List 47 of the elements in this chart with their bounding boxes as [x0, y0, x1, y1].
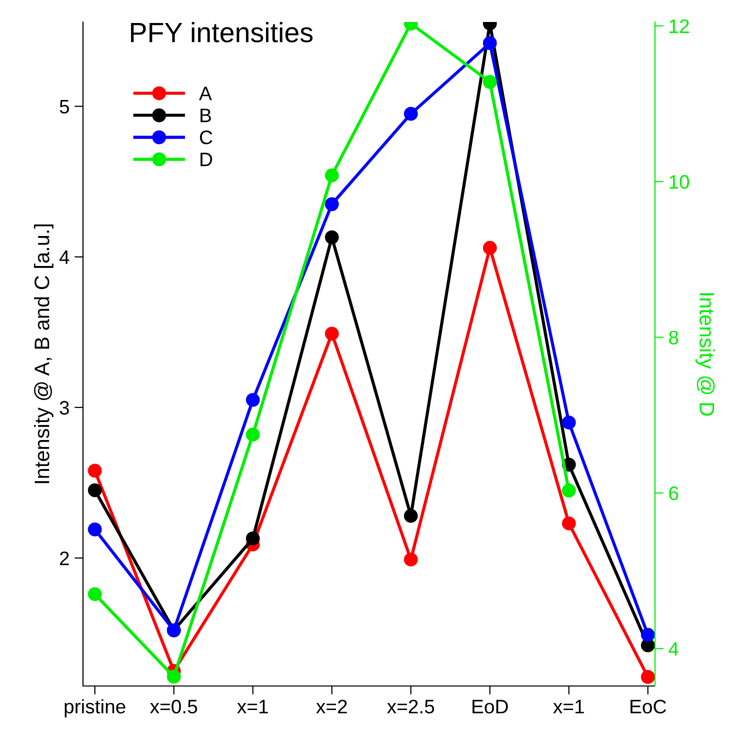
point — [482, 36, 497, 50]
x-tick-label: pristine — [64, 699, 126, 718]
point — [88, 587, 102, 602]
point — [482, 74, 497, 89]
y2-tick-label: 10 — [670, 175, 690, 189]
point — [324, 168, 339, 182]
y2-tick-label: 12 — [670, 19, 689, 33]
y-axis-title: Intensity @ A, B and C [a.u.] — [34, 224, 54, 484]
point — [324, 197, 339, 212]
y2-tick-label: 8 — [669, 330, 678, 344]
y2-axis-title: Intensity @ D — [695, 293, 715, 416]
legend-label: B — [200, 108, 211, 122]
point — [88, 483, 102, 498]
x-tick-label: x=2 — [316, 700, 347, 714]
point — [482, 240, 497, 255]
y2-tick-label: 4 — [668, 642, 678, 656]
point — [562, 416, 576, 430]
x-tick-label: x=1 — [237, 700, 268, 714]
chart-title: PFY intensities — [131, 22, 313, 42]
point — [404, 508, 418, 523]
x-tick-label: EoD — [472, 700, 508, 714]
point — [640, 628, 655, 642]
point — [324, 326, 339, 341]
point — [246, 428, 260, 442]
y-tick-label: 5 — [60, 100, 69, 114]
point — [404, 552, 418, 566]
y-tick-label: 3 — [60, 400, 69, 415]
y-tick-label: 4 — [59, 250, 70, 264]
point — [562, 516, 576, 530]
point — [562, 484, 576, 498]
point — [246, 392, 260, 407]
y2-tick-label: 6 — [669, 486, 678, 500]
point — [88, 464, 102, 478]
x-tick-label: x=1 — [553, 700, 584, 714]
legend-label: C — [200, 130, 212, 144]
point — [640, 670, 655, 684]
point — [166, 670, 181, 684]
point — [246, 532, 260, 546]
x-tick-label: x=2.5 — [387, 700, 434, 714]
point — [404, 106, 418, 121]
y-tick-label: 2 — [60, 551, 69, 566]
x-tick-label: x=0.5 — [150, 700, 198, 714]
point — [88, 522, 102, 536]
point — [324, 230, 339, 244]
legend-label: D — [200, 152, 212, 166]
legend-label: A — [199, 86, 212, 100]
x-tick-label: EoC — [630, 700, 666, 714]
